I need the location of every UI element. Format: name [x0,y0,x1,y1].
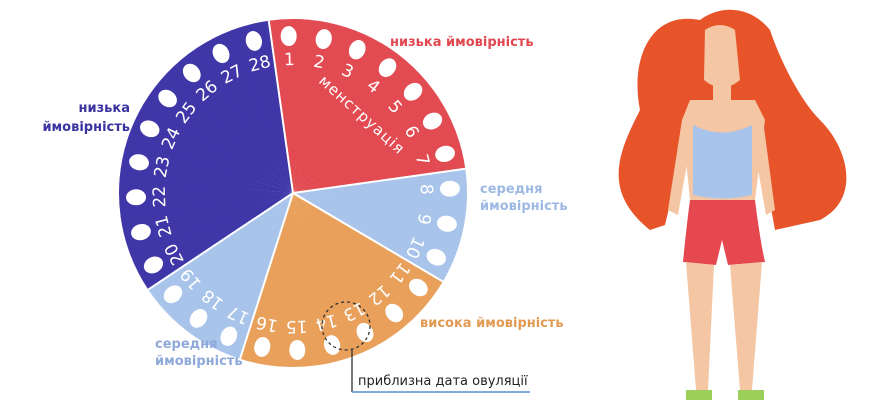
day-sector [293,193,459,283]
day-sector [293,193,420,339]
day-sector [231,20,293,193]
label-mid-right-2: ймовірність [480,199,568,214]
phase-divider [292,167,466,194]
label-mid-right-1: середня [480,182,542,197]
day-number: 16 [254,312,279,336]
pill [140,120,160,138]
phase-divider [147,192,294,291]
day-sector [203,193,293,359]
cycle-wheel: 1 2 34567891011121314151617181920212223242… [118,19,467,367]
day-sector [293,193,355,366]
pill [437,215,457,232]
day-sector [293,27,383,194]
day-sector [196,30,293,193]
pill [131,223,151,241]
label-ovulation: приблизна дата овуляції [358,374,528,389]
day-sector [293,43,414,193]
day-number: 23 [151,154,175,179]
day-sector [119,139,293,193]
day-sector [293,193,467,247]
pill [189,309,208,328]
pill [289,339,306,360]
pill [356,322,374,343]
pill [378,58,397,77]
day-number: 7 [411,152,433,167]
pill [403,82,423,101]
pill [435,145,455,163]
label-high: висока ймовірність [420,316,564,331]
day-sector [293,168,467,209]
day-sector [293,131,466,193]
day-number: 1 [284,50,295,70]
pill [422,112,443,130]
day-sector [172,193,293,343]
pill [245,31,263,51]
pill [182,63,201,83]
label-low-top: низька ймовірність [390,35,534,50]
pill [323,335,341,355]
day-number: 22 [150,186,171,208]
day-sector [293,19,347,194]
day-sector [268,19,309,194]
pill [385,303,404,323]
pill [129,154,149,171]
label-low-left-2: ймовірність [42,120,130,135]
pill [348,40,366,60]
label-low-left-1: низька [79,101,130,116]
day-sector [166,47,293,193]
day-sector [120,193,293,255]
pill [280,26,297,47]
pill [220,326,238,346]
pill [439,180,460,197]
day-sector [147,193,293,320]
pill [212,43,230,64]
day-number: 2 [312,52,327,74]
day-number: 9 [413,212,435,227]
day-sector [127,103,294,193]
day-number: 8 [416,184,436,195]
woman-figure [618,9,847,400]
day-number: 15 [286,316,308,337]
label-mid-bottom-2: ймовірність [155,354,243,369]
pill [163,285,183,304]
day-sector [293,193,443,314]
pill [143,256,164,274]
day-sector [277,193,318,367]
pill [158,89,177,108]
ovulation-marker [321,301,371,351]
day-sector [293,66,439,193]
pill [426,248,446,266]
pill [315,29,332,49]
day-sector [118,177,293,218]
day-sector [130,193,293,290]
label-mid-bottom-1: середня [155,337,217,352]
phase-divider [267,20,294,194]
phase-divider [239,192,294,360]
pill [409,278,428,297]
day-sector [293,193,390,356]
day-sector [293,96,456,193]
phase-divider [292,192,444,283]
pill [126,189,147,206]
pill [254,337,271,357]
day-sector [143,72,293,193]
